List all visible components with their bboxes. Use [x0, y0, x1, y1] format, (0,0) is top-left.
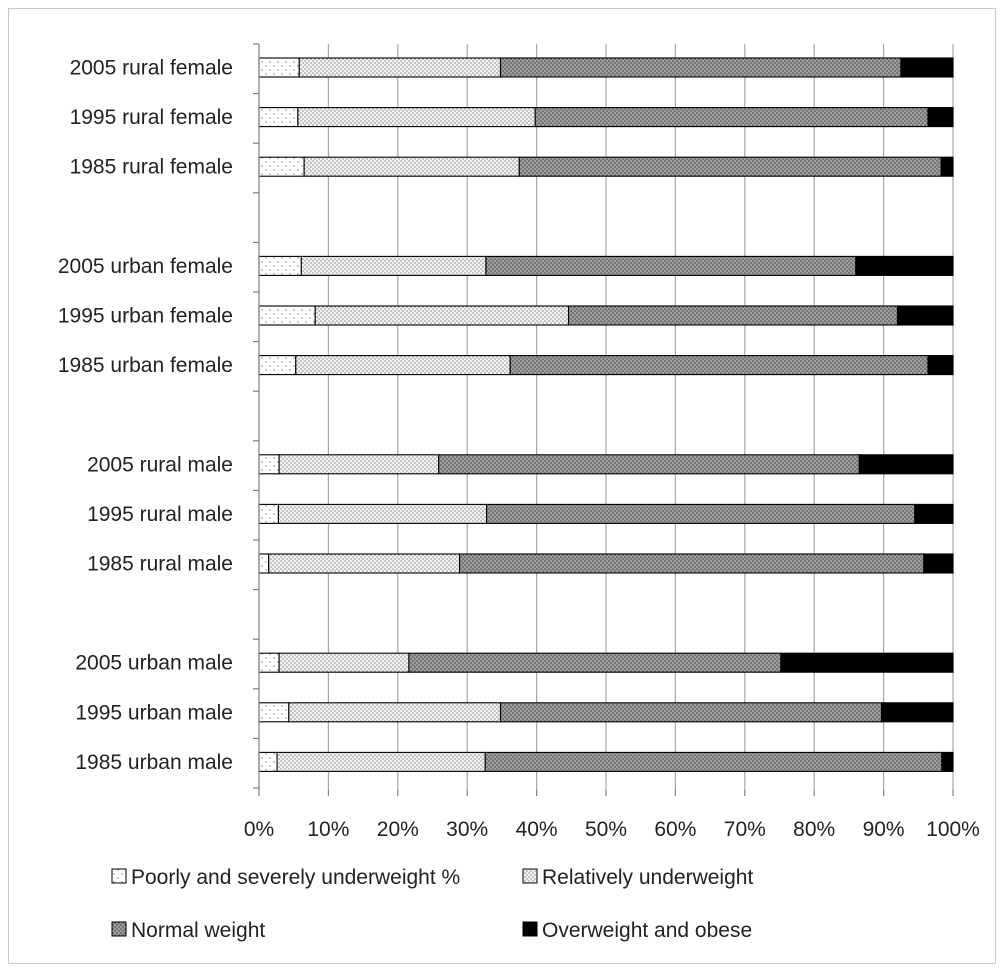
bar-segment: [518, 156, 942, 177]
x-tick-label: 100%: [926, 818, 980, 841]
bar-segment: [258, 107, 299, 128]
bar-segment: [295, 355, 511, 376]
bar-segment: [900, 57, 954, 78]
gridlines: [327, 44, 954, 790]
x-tick-label: 30%: [446, 818, 488, 841]
bar-segment: [941, 751, 954, 772]
legend-swatch: [111, 921, 127, 937]
x-tick-labels: 0% 10% 20% 30% 40% 50% 60% 70% 80% 90% 100%: [244, 818, 980, 841]
bar-segment: [485, 255, 857, 276]
bar-segment: [927, 355, 954, 376]
bar-segment: [484, 751, 943, 772]
bar-segment: [303, 156, 520, 177]
bar-segment: [258, 305, 316, 326]
bar-segment: [509, 355, 929, 376]
bar-segment: [297, 107, 536, 128]
bar-segment: [940, 156, 954, 177]
bar-segment: [258, 454, 280, 475]
category-label: 2005 urban female: [58, 255, 233, 278]
bar-segment: [278, 652, 410, 673]
bar-segment: [276, 751, 486, 772]
bar-segment: [314, 305, 570, 326]
bar-segment: [258, 156, 305, 177]
x-tick-label: 20%: [377, 818, 419, 841]
legend-label: Normal weight: [131, 919, 265, 942]
category-label: 1985 urban female: [58, 354, 233, 377]
x-tick-label: 40%: [516, 818, 558, 841]
legend-swatch: [111, 868, 127, 884]
bar-segment: [923, 553, 954, 574]
bar-segment: [408, 652, 782, 673]
bar-segment: [499, 57, 902, 78]
bar-segment: [534, 107, 929, 128]
bar-segment: [258, 355, 297, 376]
bar-segment: [567, 305, 899, 326]
bar-segment: [780, 652, 954, 673]
bar-segment: [855, 255, 954, 276]
category-label: 1995 urban male: [75, 701, 233, 724]
x-tick-label: 80%: [793, 818, 835, 841]
bar-segment: [278, 454, 440, 475]
category-label: 2005 rural male: [87, 453, 233, 476]
x-tick-label: 70%: [724, 818, 766, 841]
category-label: 2005 rural female: [70, 57, 233, 80]
bar-segment: [858, 454, 954, 475]
bar-segment: [438, 454, 860, 475]
bar-segment: [258, 702, 290, 723]
legend-label: Overweight and obese: [542, 919, 752, 942]
legend-swatch: [522, 921, 538, 937]
bar-segment: [300, 255, 487, 276]
category-label: 1985 urban male: [75, 751, 233, 774]
bar-segment: [258, 255, 302, 276]
bar-segment: [268, 553, 461, 574]
legend-swatch: [522, 868, 538, 884]
legend: Poorly and severely underweight % Relativ…: [111, 866, 753, 942]
category-label: 1985 rural female: [70, 156, 233, 179]
category-label: 1995 rural female: [70, 106, 233, 129]
bar-segment: [258, 553, 270, 574]
bar-segment: [298, 57, 502, 78]
bar-segment: [258, 503, 279, 524]
x-tick-label: 90%: [863, 818, 905, 841]
legend-label: Relatively underweight: [542, 866, 753, 889]
bar-segment: [927, 107, 954, 128]
bar-segment: [896, 305, 954, 326]
legend-label: Poorly and severely underweight %: [131, 866, 460, 889]
x-tick-label: 50%: [585, 818, 627, 841]
bar-segment: [499, 702, 883, 723]
bar-segment: [258, 751, 278, 772]
category-label: 1985 rural male: [87, 553, 233, 576]
bar-segment: [258, 57, 300, 78]
category-label: 2005 urban male: [75, 652, 233, 675]
x-tick-label: 0%: [244, 818, 274, 841]
bar-segment: [277, 503, 488, 524]
bars: [258, 57, 954, 772]
bar-segment: [486, 503, 916, 524]
bar-segment: [914, 503, 954, 524]
bar-segment: [880, 702, 954, 723]
bar-segment: [459, 553, 925, 574]
x-tick-label: 10%: [307, 818, 349, 841]
axes: [253, 43, 954, 796]
bar-segment: [288, 702, 502, 723]
category-labels: 2005 rural female 1995 rural female 1985 r…: [58, 57, 233, 774]
bar-segment: [258, 652, 280, 673]
x-tick-label: 60%: [654, 818, 696, 841]
category-label: 1995 rural male: [87, 503, 233, 526]
category-label: 1995 urban female: [58, 305, 233, 328]
